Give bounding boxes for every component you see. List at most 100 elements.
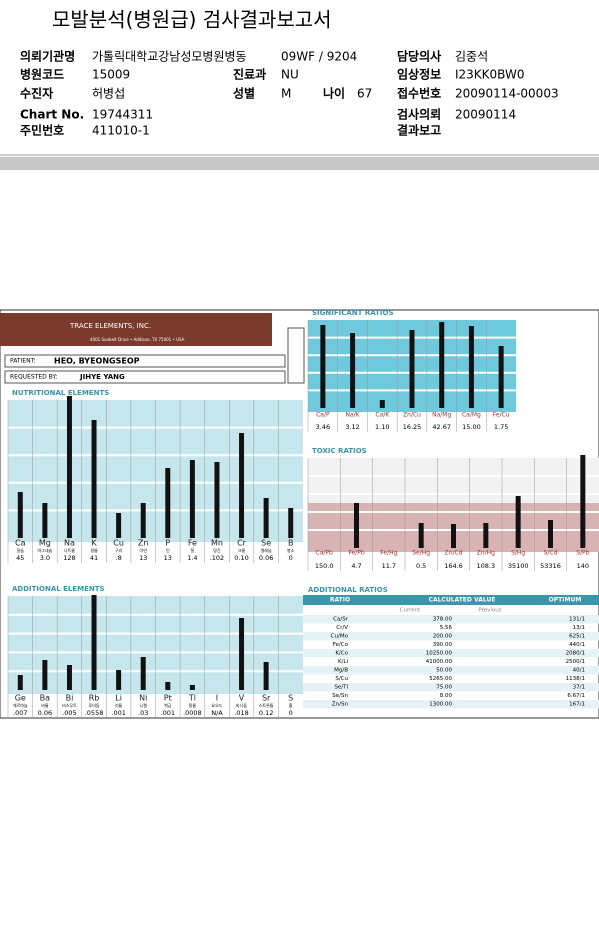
current: 8.00 <box>440 693 453 699</box>
name: 나트륨 <box>64 547 75 553</box>
current: 5265.00 <box>429 676 452 682</box>
name: 바륨 <box>41 702 49 708</box>
name: 셀레늄 <box>261 547 272 553</box>
value: 15.00 <box>462 423 481 431</box>
value: .0558 <box>85 709 104 717</box>
label: K <box>91 539 97 548</box>
field-value: 20090114-00003 <box>455 87 559 101</box>
bar <box>189 460 195 538</box>
value: 1.75 <box>494 423 508 431</box>
field-value: 67 <box>357 87 372 101</box>
lab-banner <box>0 313 272 346</box>
bar <box>116 670 122 690</box>
requested-label: REQUESTED BY: <box>10 374 57 381</box>
name: 백금 <box>164 702 172 708</box>
label: I <box>216 694 218 703</box>
name: 크롬 <box>238 547 246 553</box>
ratio: K/Li <box>338 659 349 665</box>
value: 0 <box>289 709 293 717</box>
bar <box>189 685 195 690</box>
current: 41000.00 <box>426 659 453 665</box>
bar <box>165 682 171 690</box>
label: Zn/Cd <box>445 550 463 557</box>
value: N/A <box>211 709 223 717</box>
value: 53316 <box>540 562 561 570</box>
ratio: Cu/Mo <box>331 634 349 640</box>
ratio: Fe/Co <box>333 642 349 648</box>
label: Tl <box>188 694 196 703</box>
value: .001 <box>111 709 125 717</box>
label: Cu <box>113 539 124 548</box>
value: 1.4 <box>187 554 197 562</box>
field-label: 접수번호 <box>397 86 441 101</box>
value: .007 <box>13 709 27 717</box>
bar <box>580 455 586 548</box>
bar <box>263 498 269 538</box>
bar <box>17 492 23 538</box>
name: 인 <box>166 547 170 553</box>
bar <box>350 333 356 408</box>
bar <box>288 508 294 538</box>
label: Zn/Cu <box>403 412 421 419</box>
subcolumn-header: Current <box>400 608 422 614</box>
panel-title: ADDITIONAL RATIOS <box>308 586 388 594</box>
label: Fe/Cu <box>493 412 510 419</box>
value: 1.10 <box>375 423 389 431</box>
requested-box <box>4 370 286 384</box>
bar <box>116 513 122 538</box>
bar <box>439 322 445 408</box>
value: 42.67 <box>432 423 451 431</box>
value: 0.06 <box>259 554 273 562</box>
optimum: 37/1 <box>573 685 585 691</box>
field-label: 수진자 <box>20 86 53 101</box>
optimum: 131/1 <box>569 617 585 623</box>
label: Ni <box>139 694 147 703</box>
bar <box>42 660 48 690</box>
current: 1300.00 <box>429 702 452 708</box>
optimum: 167/1 <box>569 702 585 708</box>
field-value: 19744311 <box>92 108 153 122</box>
value: 16.25 <box>403 423 422 431</box>
bar <box>91 595 97 690</box>
current: 75.00 <box>436 685 452 691</box>
optimum: 2080/1 <box>566 651 585 657</box>
requested: JIHYE YANG <box>79 373 125 381</box>
current: 5.56 <box>440 625 453 631</box>
row-band <box>303 649 599 658</box>
value: 41 <box>90 554 98 562</box>
bar <box>66 396 72 538</box>
label: P <box>165 539 170 548</box>
field-label: Chart No. <box>20 108 84 122</box>
field-label: 주민번호 <box>20 123 64 138</box>
name: 루비듐 <box>89 702 100 708</box>
value: 140 <box>577 562 589 570</box>
lab-address: 4001 Sunbelt Drive • Addison, TX 75001 •… <box>90 337 185 342</box>
bar <box>239 433 245 538</box>
label: Pt <box>164 694 172 703</box>
ratio: Zn/Sn <box>332 702 349 708</box>
value: .018 <box>234 709 248 717</box>
patient-label: PATIENT: <box>10 358 36 365</box>
bar <box>409 330 415 408</box>
field-label: 병원코드 <box>20 67 64 82</box>
name: 마그네슘 <box>38 547 53 553</box>
subcolumn-header: Previous <box>478 608 501 614</box>
value: 108.3 <box>477 562 496 570</box>
optimum: 2500/1 <box>566 659 585 665</box>
name: 바나듐 <box>236 702 247 708</box>
lab-name: TRACE ELEMENTS, INC. <box>69 322 151 330</box>
name: 망간 <box>213 547 221 553</box>
info-box <box>287 327 305 384</box>
ratio: K/Co <box>335 651 348 657</box>
bar <box>263 662 269 690</box>
field-value: 가톨릭대학교강남성모병원병동 <box>92 50 247 64</box>
current: 200.00 <box>433 634 453 640</box>
title: 모발분석(병원급) 검사결과보고서 <box>52 8 332 32</box>
name: 붕소 <box>287 547 295 553</box>
label: Ca/Pb <box>316 550 334 557</box>
label: Mg <box>39 539 51 548</box>
value: 3.0 <box>40 554 50 562</box>
bar <box>17 675 23 690</box>
ratio: Ca/Sr <box>333 617 349 623</box>
field-value: I23KK0BW0 <box>455 68 525 82</box>
